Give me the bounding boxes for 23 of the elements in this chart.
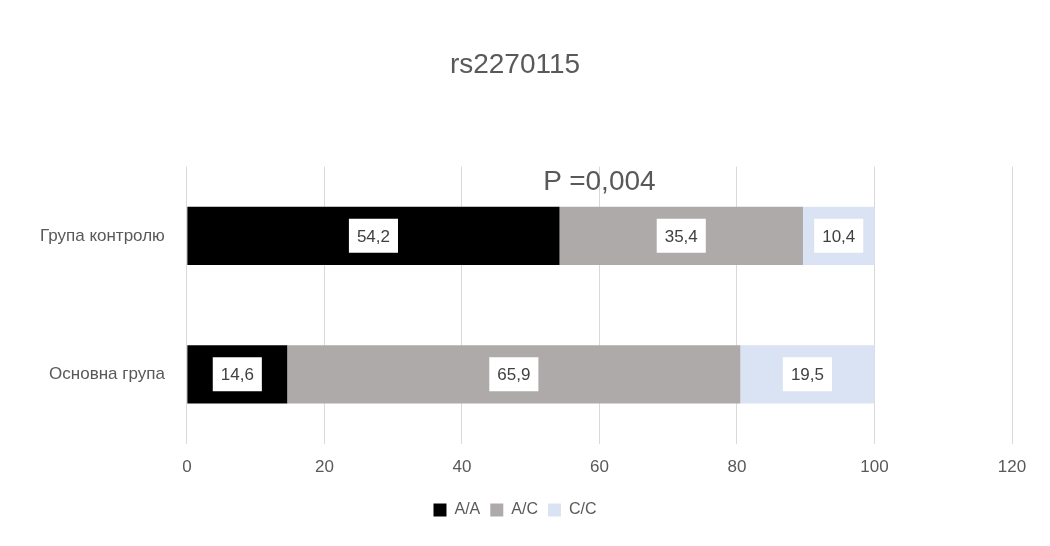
x-tick-label: 120 <box>997 457 1027 477</box>
data-label: 19,5 <box>790 365 824 385</box>
x-tick-label: 100 <box>860 457 889 477</box>
data-label: 14,6 <box>220 365 254 385</box>
data-label: 65,9 <box>497 365 531 385</box>
data-label: 54,2 <box>356 226 390 246</box>
annotation: P =0,004 <box>543 165 656 197</box>
bar <box>287 345 741 404</box>
y-tick-label: Група контролю <box>39 225 166 245</box>
x-tick-label: 40 <box>452 457 472 477</box>
x-tick-label: 80 <box>727 457 747 477</box>
bar <box>187 206 560 265</box>
legend-label: C/C <box>568 500 597 518</box>
chart-title: rs2270115 <box>449 47 581 79</box>
data-label: 10,4 <box>822 226 856 246</box>
x-tick-label: 0 <box>182 457 192 477</box>
legend-label: A/A <box>454 500 481 518</box>
legend-label: A/C <box>511 500 538 518</box>
x-tick-label: 20 <box>314 457 334 477</box>
bar <box>559 206 803 265</box>
x-tick-label: 60 <box>589 457 609 477</box>
data-label: 35,4 <box>664 226 698 246</box>
y-tick-label: Основна група <box>49 364 166 384</box>
